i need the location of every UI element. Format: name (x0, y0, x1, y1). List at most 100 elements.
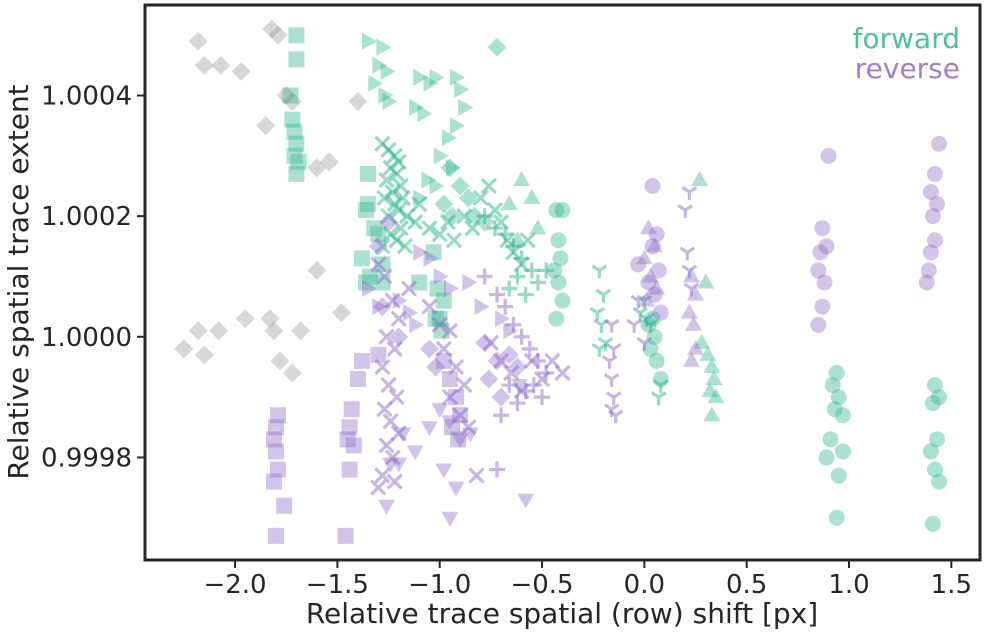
data-point (447, 358, 465, 376)
data-point (211, 55, 231, 75)
data-point (644, 238, 661, 255)
data-point (396, 238, 414, 255)
data-point (705, 370, 723, 386)
data-point (288, 135, 305, 152)
data-point (487, 37, 507, 57)
data-point (389, 327, 409, 347)
data-point (812, 244, 829, 261)
data-point (501, 280, 518, 297)
data-point (682, 351, 700, 367)
data-point (486, 220, 503, 237)
data-point (523, 262, 540, 279)
data-point (413, 243, 429, 261)
data-point (262, 19, 282, 39)
data-point (460, 419, 477, 436)
plot-frame (143, 3, 982, 562)
data-point (286, 147, 303, 164)
data-point (508, 231, 526, 247)
data-point (384, 449, 401, 466)
data-point (433, 147, 449, 165)
data-point (441, 388, 459, 406)
data-point (497, 226, 514, 243)
data-point (270, 407, 287, 424)
data-point (376, 268, 393, 285)
data-point (548, 310, 565, 327)
x-axis-label: Relative trace spatial (row) shift [px] (306, 597, 818, 630)
data-point (264, 321, 284, 341)
data-point (814, 298, 831, 315)
data-point (386, 340, 403, 357)
data-point (474, 298, 490, 316)
data-point (282, 92, 302, 112)
data-point (546, 262, 563, 279)
data-point (605, 343, 622, 357)
data-point (435, 463, 453, 479)
data-point (267, 419, 284, 436)
data-point (642, 318, 659, 333)
data-point (517, 286, 534, 303)
data-point (929, 196, 946, 213)
data-point (503, 322, 519, 340)
x-tick-label: 1.0 (828, 570, 869, 600)
data-point (435, 352, 452, 369)
data-point (439, 214, 457, 231)
data-point (382, 93, 398, 111)
data-point (500, 195, 518, 211)
data-point (640, 274, 657, 291)
data-point (282, 87, 299, 104)
data-point (450, 431, 467, 448)
data-point (380, 62, 396, 80)
data-point (331, 303, 351, 323)
data-point (830, 467, 847, 484)
data-point (409, 99, 425, 117)
data-point (307, 158, 327, 178)
data-point (929, 431, 946, 448)
data-point (421, 298, 438, 315)
data-point (411, 195, 428, 213)
data-point (646, 328, 663, 345)
data-point (377, 499, 395, 515)
data-point (636, 336, 653, 351)
data-point (390, 457, 408, 473)
data-point (270, 461, 287, 478)
data-point (307, 260, 327, 280)
data-point (174, 339, 194, 359)
data-point (818, 238, 835, 255)
data-point (476, 208, 493, 225)
data-point (450, 68, 466, 86)
data-point (374, 358, 391, 376)
data-point (441, 371, 458, 388)
data-point (256, 116, 276, 136)
data-point (682, 267, 700, 283)
data-point (497, 298, 514, 315)
data-point (360, 196, 377, 213)
data-point (699, 345, 717, 361)
data-point (349, 371, 366, 388)
data-point (513, 170, 531, 186)
y-tick-label: 1.0000 (41, 323, 132, 353)
data-point (472, 189, 489, 207)
data-point (265, 473, 282, 490)
data-point (603, 318, 620, 333)
data-point (922, 244, 939, 261)
data-point (407, 214, 424, 231)
data-point (687, 339, 705, 355)
data-point (830, 389, 847, 406)
data-point (419, 339, 439, 359)
data-point (687, 285, 705, 301)
data-point (595, 288, 612, 303)
data-point (421, 220, 438, 237)
data-point (368, 74, 384, 92)
data-point (443, 419, 460, 436)
data-point (441, 511, 459, 527)
data-point (517, 493, 535, 509)
data-point (353, 352, 370, 369)
data-point (681, 186, 698, 201)
data-point (605, 391, 622, 406)
data-point (495, 310, 511, 328)
data-point (188, 31, 208, 51)
data-point (380, 208, 397, 225)
data-point (435, 340, 452, 357)
data-point (443, 280, 459, 298)
